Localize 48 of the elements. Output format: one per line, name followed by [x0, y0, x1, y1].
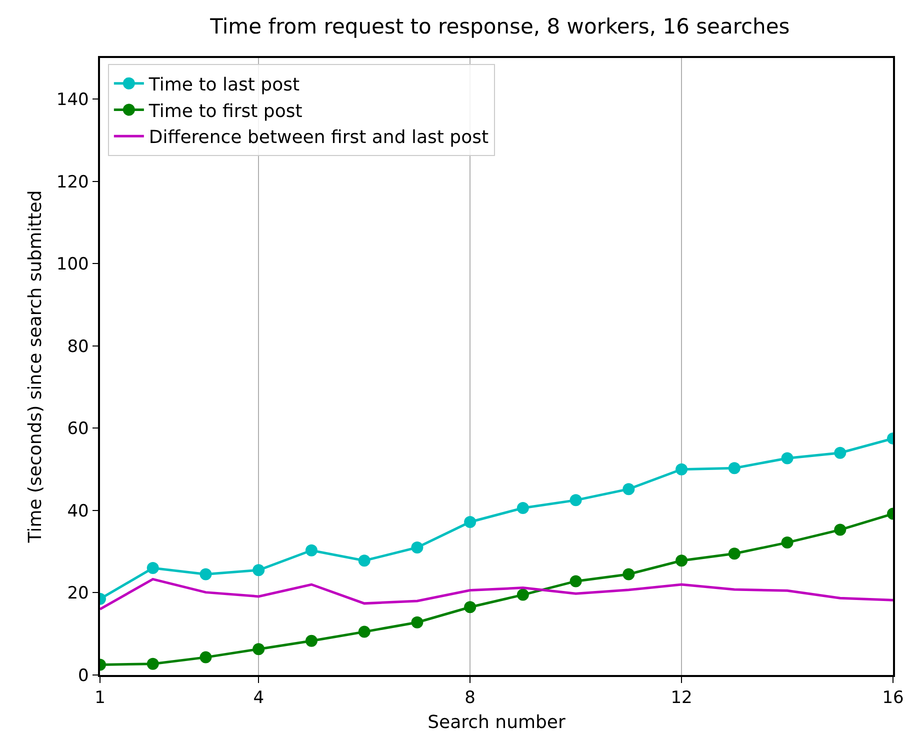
point	[516, 588, 529, 601]
point	[834, 446, 846, 459]
y-tick-label: 120	[56, 172, 89, 192]
x-tick-label: 4	[253, 688, 264, 708]
point	[411, 541, 424, 554]
legend-label: Time to last post	[148, 74, 300, 96]
point	[676, 463, 688, 476]
point	[781, 536, 794, 549]
point	[676, 554, 688, 567]
point	[570, 575, 582, 588]
point	[411, 616, 424, 628]
y-tick-label: 140	[56, 90, 89, 110]
point	[622, 568, 635, 580]
x-axis-title: Search number	[428, 712, 566, 733]
y-tick-label: 40	[67, 501, 89, 522]
point	[146, 562, 159, 574]
point	[305, 544, 318, 556]
y-tick-label: 100	[56, 254, 89, 275]
legend-label: Difference between first and last post	[148, 127, 489, 148]
y-tick-label: 80	[67, 336, 89, 357]
point	[516, 502, 529, 514]
point	[358, 626, 370, 638]
point	[728, 548, 740, 560]
point	[781, 452, 794, 464]
point	[464, 601, 476, 614]
point	[464, 516, 476, 528]
point	[200, 568, 212, 580]
point	[252, 643, 265, 656]
y-axis-title: Time (seconds) since search submitted	[25, 190, 46, 544]
point	[200, 651, 212, 664]
point	[305, 634, 318, 647]
x-tick-label: 16	[882, 688, 904, 708]
y-tick-label: 60	[67, 419, 89, 440]
point	[146, 658, 159, 670]
chart-title: Time from request to response, 8 workers, 16 searches	[209, 14, 790, 38]
point	[570, 494, 582, 506]
y-tick-label: 20	[67, 584, 89, 604]
x-tick-label: 12	[670, 688, 692, 708]
legend-label: Time to first post	[148, 100, 302, 122]
point	[622, 483, 635, 496]
point	[358, 554, 370, 567]
point	[834, 524, 846, 536]
point	[728, 462, 740, 474]
x-tick-label: 8	[464, 688, 476, 708]
x-tick-label: 1	[94, 688, 106, 708]
y-tick-label: 0	[78, 666, 89, 686]
point	[252, 564, 265, 576]
line-series	[100, 578, 893, 610]
